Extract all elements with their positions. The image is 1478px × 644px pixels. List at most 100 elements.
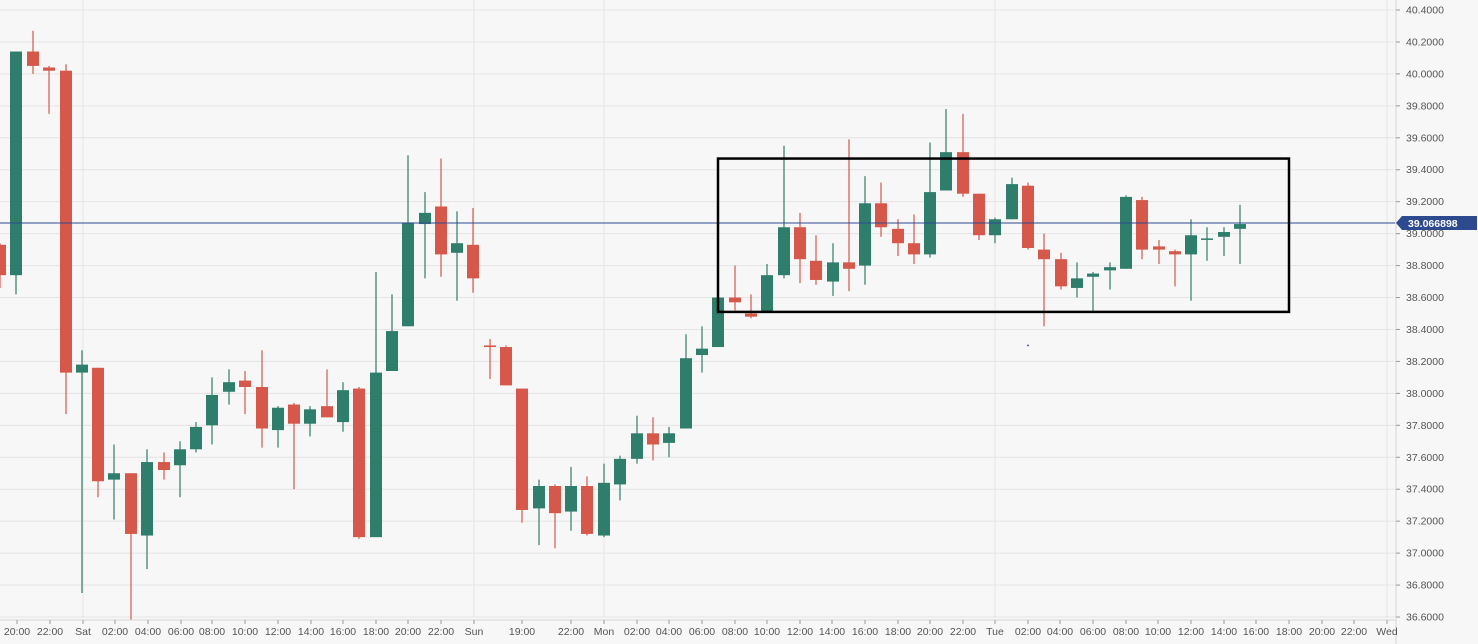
candle-body xyxy=(190,426,202,450)
candle[interactable] xyxy=(614,455,626,501)
candle[interactable] xyxy=(1071,262,1083,298)
candle[interactable] xyxy=(647,417,659,461)
candle[interactable] xyxy=(337,382,349,432)
candle[interactable] xyxy=(940,109,952,191)
y-tick-label: 38.2000 xyxy=(1406,356,1444,368)
candle[interactable] xyxy=(598,463,610,538)
y-tick-label: 38.8000 xyxy=(1406,260,1444,272)
candle[interactable] xyxy=(1022,182,1034,250)
candle[interactable] xyxy=(696,326,708,373)
candle[interactable] xyxy=(108,444,120,520)
candle[interactable] xyxy=(1087,271,1099,312)
candle[interactable] xyxy=(10,51,22,295)
candle[interactable] xyxy=(402,155,414,327)
candle[interactable] xyxy=(386,294,398,372)
candle[interactable] xyxy=(1218,227,1230,256)
candle[interactable] xyxy=(43,65,55,114)
candle-body xyxy=(827,262,839,282)
candle[interactable] xyxy=(435,158,447,277)
candle-body xyxy=(1006,184,1018,220)
candle[interactable] xyxy=(973,193,985,241)
candle[interactable] xyxy=(810,235,822,285)
candle[interactable] xyxy=(370,271,382,538)
candle[interactable] xyxy=(0,243,6,288)
candle[interactable] xyxy=(663,426,675,458)
candle[interactable] xyxy=(549,484,561,549)
candle[interactable] xyxy=(794,212,806,284)
candle[interactable] xyxy=(533,479,545,546)
candle-body xyxy=(940,152,952,191)
candle-body xyxy=(370,372,382,538)
candle[interactable] xyxy=(419,192,431,279)
candle[interactable] xyxy=(76,350,88,594)
candle[interactable] xyxy=(581,476,593,536)
range-rectangle-annotation[interactable] xyxy=(716,157,1291,314)
candle[interactable] xyxy=(174,441,186,498)
candle[interactable] xyxy=(859,176,871,285)
candle[interactable] xyxy=(304,406,316,437)
candle[interactable] xyxy=(321,369,333,418)
candle[interactable] xyxy=(288,402,300,490)
x-tick-label: 14:00 xyxy=(1211,626,1237,638)
candle[interactable] xyxy=(516,388,528,523)
candle[interactable] xyxy=(1185,219,1197,301)
candle[interactable] xyxy=(451,211,463,301)
y-tick-label: 37.0000 xyxy=(1406,548,1444,560)
y-axis[interactable]: 40.4000 40.2000 40.0000 39.8000 39.6000 39.40… xyxy=(1395,0,1478,644)
candle[interactable] xyxy=(158,452,170,480)
candle[interactable] xyxy=(1153,240,1165,264)
candle[interactable] xyxy=(272,406,284,448)
candle[interactable] xyxy=(1104,262,1116,290)
candle[interactable] xyxy=(1055,252,1067,290)
x-tick-label: 08:00 xyxy=(722,626,748,638)
candle[interactable] xyxy=(680,334,692,429)
candle[interactable] xyxy=(60,64,72,415)
candle[interactable] xyxy=(1120,195,1132,269)
candle[interactable] xyxy=(875,182,887,237)
candle[interactable] xyxy=(467,208,479,293)
candle[interactable] xyxy=(125,473,137,621)
candle[interactable] xyxy=(761,263,773,312)
candle-body xyxy=(1104,267,1116,271)
candle[interactable] xyxy=(745,294,757,319)
candle[interactable] xyxy=(729,265,741,311)
candle[interactable] xyxy=(1201,227,1213,261)
candle[interactable] xyxy=(843,139,855,292)
candle[interactable] xyxy=(827,243,839,296)
candle[interactable] xyxy=(223,369,235,405)
x-axis[interactable]: 20:00 22:00 Sat 02:00 04:00 06:00 08:00 10:00 12… xyxy=(0,619,1398,638)
candle[interactable] xyxy=(1234,204,1246,264)
range-rectangle[interactable] xyxy=(716,157,1291,314)
candle[interactable] xyxy=(484,339,496,379)
x-tick-label: 08:00 xyxy=(199,626,225,638)
candle[interactable] xyxy=(92,367,104,498)
candle-body xyxy=(206,394,218,426)
x-tick-label: 16:00 xyxy=(852,626,878,638)
candle[interactable] xyxy=(27,30,39,74)
candle[interactable] xyxy=(892,219,904,256)
candle[interactable] xyxy=(565,466,577,531)
candle[interactable] xyxy=(239,371,251,415)
candle[interactable] xyxy=(190,422,202,453)
candle[interactable] xyxy=(353,386,365,539)
candle[interactable] xyxy=(631,415,643,464)
candle[interactable] xyxy=(957,113,969,197)
candle-body xyxy=(1153,246,1165,250)
candle[interactable] xyxy=(778,145,790,279)
candle[interactable] xyxy=(1006,177,1018,220)
candle-body xyxy=(60,70,72,373)
candle[interactable] xyxy=(206,377,218,445)
candle-body xyxy=(614,458,626,485)
y-tick-label: 38.0000 xyxy=(1406,388,1444,400)
candle[interactable] xyxy=(1136,196,1148,260)
y-axis-panel xyxy=(1396,0,1478,644)
candle-body xyxy=(288,404,300,424)
candle-series[interactable] xyxy=(0,30,1246,621)
y-tick-label: 37.2000 xyxy=(1406,516,1444,528)
candle[interactable] xyxy=(141,449,153,570)
candle[interactable] xyxy=(500,345,512,386)
y-tick-label: 39.4000 xyxy=(1406,164,1444,176)
candle[interactable] xyxy=(256,350,268,448)
candle-body xyxy=(419,212,431,225)
candle[interactable] xyxy=(1169,249,1181,287)
